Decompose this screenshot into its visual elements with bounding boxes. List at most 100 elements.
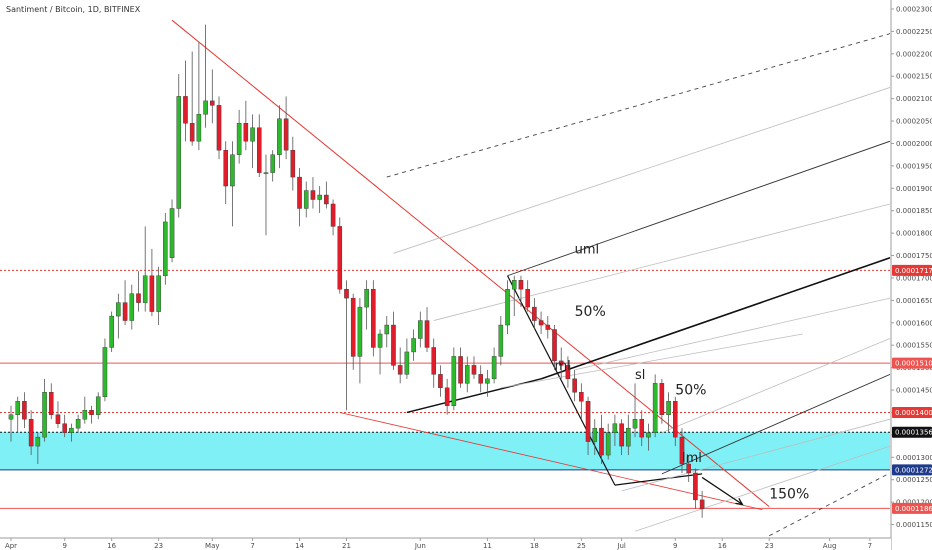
candle-body-2018-04-22 bbox=[149, 275, 155, 312]
candle-body-2018-06-26 bbox=[585, 401, 591, 442]
price-badge-2 bbox=[892, 406, 932, 418]
candle-body-2018-07-03 bbox=[632, 418, 638, 429]
candle-body-2018-05-16 bbox=[310, 190, 316, 200]
candle-body-2018-06-30 bbox=[612, 423, 618, 433]
candle-body-2018-07-10 bbox=[679, 436, 685, 465]
candle-body-2018-06-06 bbox=[451, 356, 457, 406]
candle-body-2018-05-07 bbox=[250, 127, 255, 142]
trend-line-14 bbox=[634, 445, 891, 532]
time-tick-label-0: Apr bbox=[5, 542, 17, 550]
candle-body-2018-04-10 bbox=[69, 427, 74, 433]
time-tick-label-13: 9 bbox=[673, 542, 677, 550]
price-badge-label-0: 0.00017172 bbox=[895, 267, 932, 275]
projection-arrow-line bbox=[701, 476, 743, 505]
candle-body-2018-07-12 bbox=[693, 472, 698, 501]
time-tick-label-11: 25 bbox=[577, 542, 586, 550]
candle-body-2018-04-14 bbox=[95, 396, 101, 415]
candle-body-2018-05-28 bbox=[391, 324, 396, 366]
candle-body-2018-06-25 bbox=[579, 392, 584, 402]
candle-body-2018-05-02 bbox=[216, 105, 222, 151]
candle-body-2018-07-04 bbox=[639, 418, 645, 438]
candle-body-2018-06-27 bbox=[592, 427, 598, 442]
candle-body-2018-05-15 bbox=[303, 190, 309, 209]
candle-body-2018-04-04 bbox=[28, 418, 34, 447]
candle-body-2018-06-21 bbox=[552, 329, 557, 362]
time-tick-label-15: 23 bbox=[765, 542, 774, 550]
candle-body-2018-06-17 bbox=[525, 288, 530, 308]
candle-body-2018-04-02 bbox=[15, 401, 20, 415]
annotation-label-1: 50% bbox=[575, 304, 606, 320]
annotation-label-0: uml bbox=[575, 242, 600, 257]
candle-body-2018-06-29 bbox=[605, 432, 611, 456]
candle-body-2018-06-04 bbox=[438, 374, 443, 389]
candle-body-2018-07-07 bbox=[659, 383, 665, 415]
time-tick-label-9: 11 bbox=[483, 542, 492, 550]
time-axis[interactable]: Apr 9 16 23 May 7 14 21 Jun 11 18 25 Jul 9 16 23 Aug 7 bbox=[0, 537, 891, 550]
candle-body-2018-05-08 bbox=[256, 127, 262, 173]
candle-body-2018-04-18 bbox=[122, 302, 128, 321]
horizontal-lines-layer bbox=[0, 269, 890, 509]
candle-body-2018-07-13 bbox=[699, 499, 705, 510]
candle-body-2018-04-29 bbox=[196, 114, 202, 142]
candle-body-2018-04-12 bbox=[82, 410, 88, 420]
candle-body-2018-05-22 bbox=[350, 297, 356, 357]
time-tick-label-10: 18 bbox=[530, 542, 539, 550]
time-tick-label-8: Jun bbox=[414, 542, 426, 550]
candles-layer bbox=[8, 24, 705, 518]
time-tick-label-2: 16 bbox=[107, 542, 116, 550]
time-tick-label-4: May bbox=[205, 542, 219, 550]
trend-lines-layer bbox=[171, 19, 891, 537]
time-tick-label-6: 14 bbox=[295, 542, 304, 550]
price-badge-5 bbox=[892, 502, 932, 514]
candle-body-2018-05-11 bbox=[277, 118, 282, 155]
trend-line-6 bbox=[507, 140, 891, 277]
candle-body-2018-05-04 bbox=[230, 154, 235, 187]
candle-body-2018-07-06 bbox=[652, 383, 658, 433]
candle-body-2018-04-07 bbox=[48, 392, 54, 415]
candle-body-2018-05-03 bbox=[223, 149, 228, 187]
candle-body-2018-04-19 bbox=[129, 293, 135, 321]
candle-body-2018-04-27 bbox=[183, 96, 188, 124]
candle-body-2018-05-30 bbox=[404, 351, 410, 375]
candle-body-2018-04-25 bbox=[169, 208, 175, 258]
candle-body-2018-06-13 bbox=[498, 324, 504, 357]
candle-body-2018-05-13 bbox=[290, 149, 296, 178]
candle-body-2018-06-11 bbox=[485, 378, 490, 384]
candle-body-2018-04-13 bbox=[89, 410, 94, 415]
time-tick-label-17: 7 bbox=[868, 542, 872, 550]
candle-body-2018-05-09 bbox=[263, 172, 269, 174]
candle-body-2018-06-03 bbox=[431, 347, 437, 375]
candle-body-2018-05-24 bbox=[364, 288, 369, 308]
candle-body-2018-06-24 bbox=[572, 378, 577, 393]
trend-line-7 bbox=[661, 373, 891, 475]
price-tick-label-23: 0.00023000 bbox=[896, 5, 932, 13]
candle-body-2018-07-01 bbox=[619, 423, 624, 447]
candle-body-2018-06-09 bbox=[471, 365, 477, 375]
candle-body-2018-06-01 bbox=[418, 320, 423, 339]
annotation-label-3: sl bbox=[635, 368, 645, 383]
trend-line-5 bbox=[614, 473, 703, 486]
candle-body-2018-05-26 bbox=[377, 333, 383, 348]
candle-body-2018-05-20 bbox=[337, 226, 343, 290]
candle-body-2018-06-15 bbox=[511, 280, 517, 290]
candle-body-2018-06-23 bbox=[565, 365, 571, 380]
candle-body-2018-05-25 bbox=[371, 288, 376, 348]
candle-body-2018-06-28 bbox=[599, 427, 604, 456]
time-axis-background bbox=[0, 538, 891, 550]
trend-line-4 bbox=[507, 275, 616, 486]
annotation-label-4: 50% bbox=[675, 383, 706, 399]
candle-body-2018-07-09 bbox=[673, 401, 678, 438]
candle-body-2018-05-01 bbox=[210, 100, 215, 106]
candle-body-2018-07-08 bbox=[666, 401, 671, 415]
